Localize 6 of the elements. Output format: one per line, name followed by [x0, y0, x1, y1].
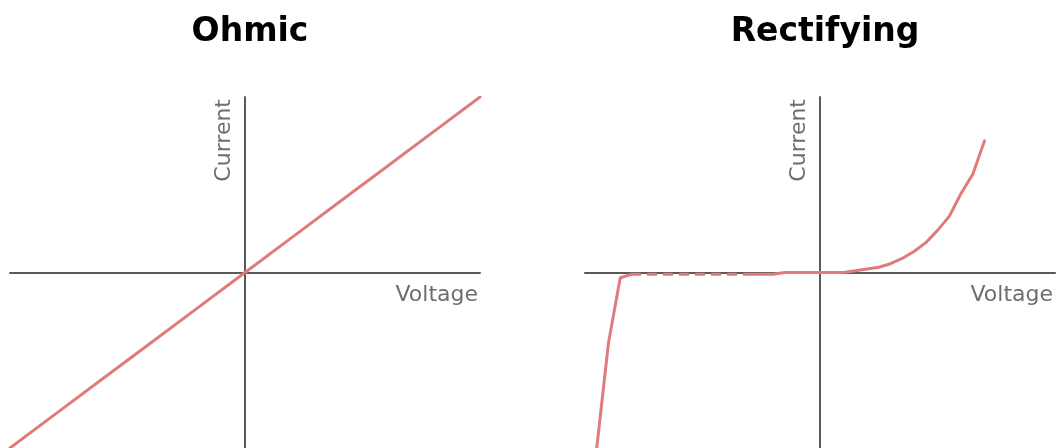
chart-title: Ohmic	[191, 10, 309, 49]
y-axis-title: Current	[209, 98, 235, 182]
x-axis-title: Voltage	[970, 281, 1054, 306]
chart-title: Rectifying	[730, 10, 920, 49]
y-axis-title: Current	[784, 98, 810, 182]
x-axis-title: Voltage	[395, 281, 479, 306]
